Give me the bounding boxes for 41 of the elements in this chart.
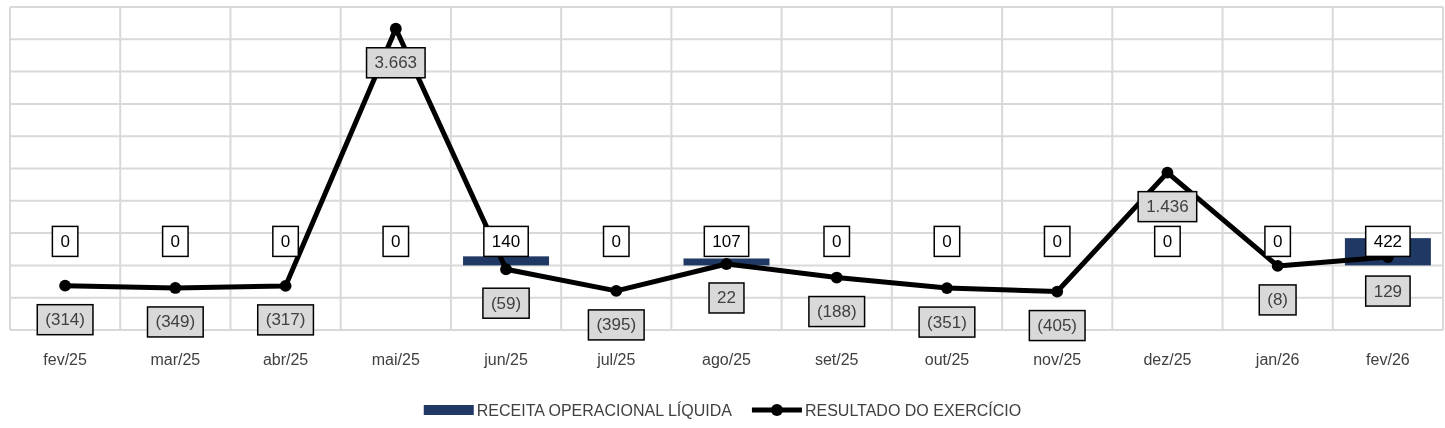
x-tick-label: out/25 xyxy=(924,351,970,369)
data-label: (395) xyxy=(596,315,637,335)
data-label: 0 xyxy=(942,231,952,251)
x-tick-label: dez/25 xyxy=(1143,351,1192,369)
data-label: (349) xyxy=(155,312,196,332)
data-label: 422 xyxy=(1373,231,1403,251)
x-tick-label: jul/25 xyxy=(596,351,636,369)
data-label: 0 xyxy=(60,231,70,251)
x-tick-label: mai/25 xyxy=(371,351,420,369)
data-label: 129 xyxy=(1373,281,1403,301)
data-label: 140 xyxy=(491,231,521,251)
data-label: 0 xyxy=(1272,231,1283,251)
x-tick-label: fev/25 xyxy=(43,351,88,369)
data-label: 22 xyxy=(717,288,736,308)
data-label: 0 xyxy=(170,231,181,251)
data-label: (8) xyxy=(1267,290,1289,310)
data-label: 0 xyxy=(611,231,621,251)
data-label: (188) xyxy=(816,302,857,322)
x-tick-label: jun/25 xyxy=(483,351,528,369)
x-tick-label: nov/25 xyxy=(1033,351,1082,369)
data-label: (314) xyxy=(45,310,85,330)
data-label: 0 xyxy=(1052,231,1062,251)
x-tick-label: fev/26 xyxy=(1366,351,1410,369)
data-label: 3.663 xyxy=(374,53,418,73)
data-label: (59) xyxy=(490,293,522,313)
x-tick-label: set/25 xyxy=(814,351,859,369)
data-label: 0 xyxy=(832,231,842,251)
data-label: 1.436 xyxy=(1146,197,1189,217)
x-tick-label: mar/25 xyxy=(150,351,201,369)
data-label: (317) xyxy=(265,310,306,330)
legend-label: RECEITA OPERACIONAL LÍQUIDA xyxy=(476,400,733,419)
x-tick-label: jan/26 xyxy=(1254,351,1300,369)
data-label: 107 xyxy=(712,231,741,251)
data-label: 0 xyxy=(280,231,291,251)
data-label: (351) xyxy=(927,312,967,332)
data-label: 0 xyxy=(1162,231,1173,251)
data-label: 0 xyxy=(391,231,401,251)
legend-label: RESULTADO DO EXERCÍCIO xyxy=(804,400,1022,419)
data-label: (405) xyxy=(1037,316,1078,336)
x-tick-label: ago/25 xyxy=(702,351,752,369)
x-tick-label: abr/25 xyxy=(262,351,309,369)
